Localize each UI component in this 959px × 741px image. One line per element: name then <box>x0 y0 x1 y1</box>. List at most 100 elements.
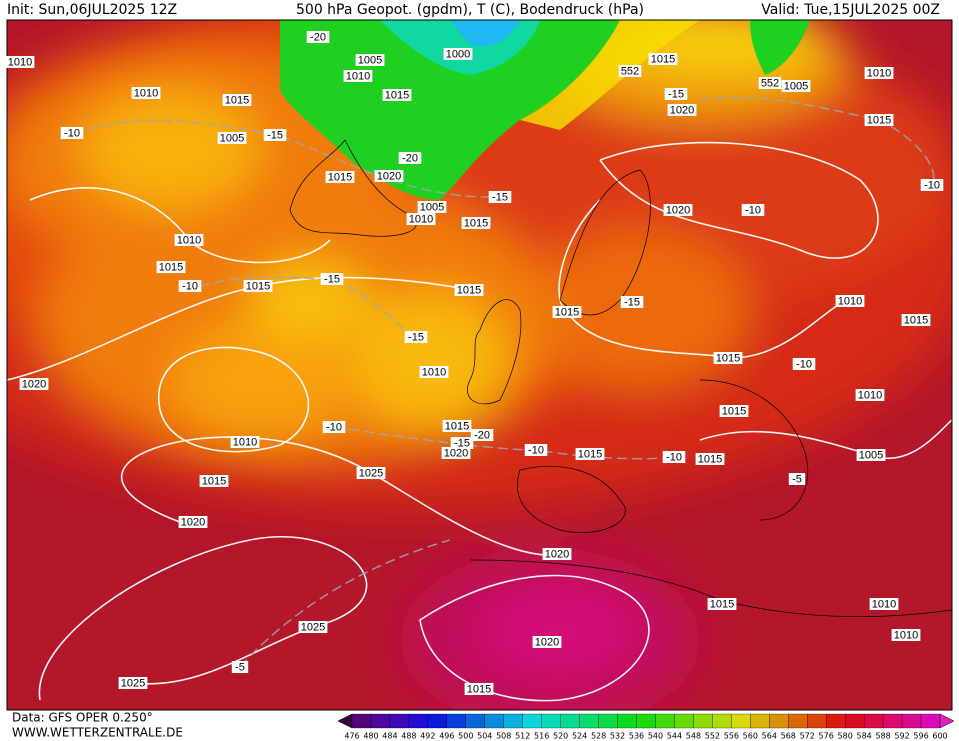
label-box <box>891 629 921 641</box>
isobar-label: 1020 <box>535 636 559 648</box>
colorbar-swatch <box>807 713 827 729</box>
colorbar-swatch <box>731 713 751 729</box>
label-box <box>306 31 330 43</box>
isobar-label: 1010 <box>409 213 433 225</box>
label-box <box>864 114 894 126</box>
label-box <box>230 436 260 448</box>
label-box <box>719 405 749 417</box>
data-source: Data: GFS OPER 0.250° <box>12 711 153 725</box>
colorbar-label: 600 <box>932 732 947 741</box>
isobar-label: -10 <box>745 204 761 216</box>
colorbar-swatch <box>674 713 694 729</box>
label-box <box>758 77 782 89</box>
label-box <box>450 437 474 449</box>
isobar-label: 1010 <box>346 70 370 82</box>
label-box <box>663 204 693 216</box>
label-box <box>156 261 186 273</box>
label-box <box>488 191 512 203</box>
isobar-label: 1020 <box>444 447 468 459</box>
label-box <box>855 389 885 401</box>
label-box <box>575 448 605 460</box>
isobar-label: -15 <box>454 437 470 449</box>
colorbar-swatch <box>617 713 637 729</box>
colorbar-label: 536 <box>629 732 644 741</box>
isobar-label: 1015 <box>555 306 579 318</box>
label-box <box>792 358 816 370</box>
isobar-label: 1015 <box>225 94 249 106</box>
label-box <box>356 467 386 479</box>
isobar-label: -15 <box>624 296 640 308</box>
isobar-label: 552 <box>621 65 639 77</box>
colorbar-label: 488 <box>401 732 416 741</box>
label-box <box>217 132 247 144</box>
isobar-label: 1025 <box>121 677 145 689</box>
colorbar-label: 568 <box>781 732 796 741</box>
isobar-label: -10 <box>64 127 80 139</box>
isobar-label: 1015 <box>710 598 734 610</box>
isobar-label: 1010 <box>134 87 158 99</box>
isobar-label: 1010 <box>233 436 257 448</box>
label-box <box>320 273 344 285</box>
label-box <box>243 280 273 292</box>
label-box <box>461 217 491 229</box>
label-box <box>199 475 229 487</box>
isobar-label: 1015 <box>904 314 928 326</box>
isobar-label: -5 <box>792 473 802 485</box>
isobar-label: -15 <box>668 88 684 100</box>
isobar-label: 1015 <box>445 420 469 432</box>
colorbar-swatch <box>503 713 523 729</box>
label-box <box>325 171 355 183</box>
label-box <box>869 598 899 610</box>
colorbar-swatch <box>636 713 656 729</box>
isobar-label: 1015 <box>159 261 183 273</box>
isobar-label: -15 <box>408 331 424 343</box>
isobar-label: 1000 <box>446 48 470 60</box>
label-box <box>788 473 806 485</box>
isobar-label: 1020 <box>545 548 569 560</box>
colorbar-label: 480 <box>363 732 378 741</box>
colorbar-swatch <box>920 713 941 729</box>
isobar-label: 1015 <box>464 217 488 229</box>
label-box <box>781 80 811 92</box>
isobar-label: 1015 <box>867 114 891 126</box>
colorbar-swatch <box>750 713 770 729</box>
isobar-label: -15 <box>267 129 283 141</box>
isobar-label: 1010 <box>872 598 896 610</box>
isobar-label: 1010 <box>8 56 32 68</box>
colorbar-label: 508 <box>496 732 511 741</box>
isobar-label: 1015 <box>578 448 602 460</box>
colorbar-swatch <box>655 713 675 729</box>
colorbar-label: 500 <box>458 732 473 741</box>
isobar-label: 1005 <box>859 449 883 461</box>
isobar-label: -20 <box>474 429 490 441</box>
map-title: 500 hPa Geopot. (gpdm), T (C), Bodendruc… <box>296 2 644 18</box>
colorbar-label: 592 <box>894 732 909 741</box>
label-box <box>419 366 449 378</box>
colorbar-swatch <box>560 713 580 729</box>
label-box <box>695 453 725 465</box>
label-box <box>664 88 688 100</box>
isobar-label: 1005 <box>358 54 382 66</box>
isobar-label: 1005 <box>220 132 244 144</box>
colorbar-swatch <box>541 713 561 729</box>
colorbar-label: 564 <box>762 732 777 741</box>
colorbar-swatch <box>522 713 542 729</box>
label-box <box>174 234 204 246</box>
isobar-label: -10 <box>182 280 198 292</box>
isobar-label: 1010 <box>894 629 918 641</box>
colorbar-swatch <box>712 713 732 729</box>
website: WWW.WETTERZENTRALE.DE <box>12 726 183 740</box>
colorbar-swatch <box>351 713 372 729</box>
label-box <box>222 94 252 106</box>
isobar-label: 1020 <box>181 516 205 528</box>
label-box <box>532 636 562 648</box>
isobar-label: 1015 <box>716 352 740 364</box>
colorbar-swatch <box>901 713 922 729</box>
label-box <box>442 420 472 432</box>
label-box <box>406 213 436 225</box>
isobar-label: 1015 <box>328 171 352 183</box>
colorbar-label: 532 <box>610 732 625 741</box>
colorbar-label: 596 <box>913 732 928 741</box>
colorbar: 476 480 484 488 492 496 500 504 508 512 516 520 524 5… <box>337 713 955 741</box>
